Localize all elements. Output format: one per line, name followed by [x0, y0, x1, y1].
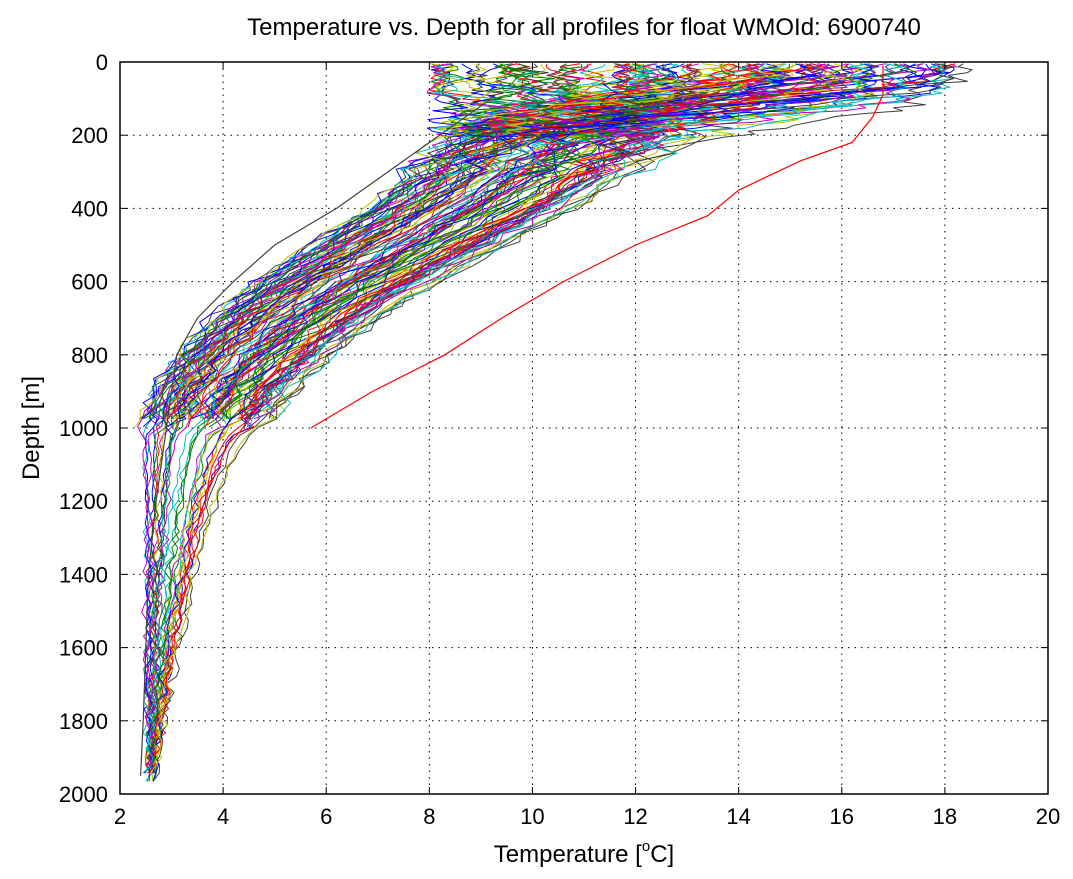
profile-line	[161, 63, 512, 428]
y-tick-label: 0	[96, 50, 108, 75]
tick-layer: 2 4 6 8 10 12 14 16 18 20020040060080010001200140…	[59, 50, 1060, 829]
x-tick-label: 18	[933, 804, 957, 829]
profile-line	[244, 63, 656, 427]
profile-line	[188, 63, 954, 420]
x-tick-label: 8	[423, 804, 435, 829]
profile-line	[152, 63, 698, 419]
y-tick-label: 200	[71, 123, 108, 148]
y-tick-label: 1800	[59, 709, 108, 734]
x-tick-label: 6	[320, 804, 332, 829]
x-axis-label: Temperature [oC]	[493, 838, 675, 868]
y-tick-label: 2000	[59, 782, 108, 807]
profile-line	[172, 63, 530, 428]
profile-line	[151, 63, 511, 420]
profile-line	[168, 63, 701, 420]
profile-line	[160, 63, 666, 420]
profile-line	[134, 63, 782, 428]
profile-line	[207, 63, 909, 420]
profile-line	[206, 63, 582, 420]
profile-line	[148, 63, 838, 420]
profile-line-highlight	[310, 65, 884, 429]
profile-line	[192, 63, 911, 420]
x-tick-label: 20	[1036, 804, 1060, 829]
profile-line	[137, 63, 847, 766]
x-tick-label: 12	[623, 804, 647, 829]
profile-line	[243, 63, 760, 420]
profile-line	[244, 63, 936, 428]
x-tick-label: 16	[830, 804, 854, 829]
y-tick-label: 1400	[59, 562, 108, 587]
profile-line	[270, 63, 698, 420]
profile-line	[187, 63, 637, 428]
y-tick-label: 1000	[59, 416, 108, 441]
profile-line	[172, 63, 954, 420]
y-tick-label: 1600	[59, 636, 108, 661]
profile-line	[251, 63, 669, 420]
x-tick-label: 4	[217, 804, 229, 829]
profile-line	[248, 63, 926, 420]
x-tick-label: 10	[520, 804, 544, 829]
profile-line	[139, 63, 827, 420]
y-tick-label: 600	[71, 270, 108, 295]
y-tick-label: 400	[71, 196, 108, 221]
profile-line	[177, 63, 879, 419]
x-tick-label: 2	[114, 804, 126, 829]
chart-title: Temperature vs. Depth for all profiles f…	[247, 14, 921, 41]
profile-line	[211, 63, 819, 419]
series-layer	[134, 63, 974, 782]
profile-line-highlight	[140, 98, 492, 776]
profile-line	[190, 63, 627, 420]
profile-line	[229, 63, 590, 420]
profile-line	[242, 63, 623, 420]
profile-line	[276, 63, 682, 420]
y-tick-label: 800	[71, 343, 108, 368]
profile-line	[253, 63, 665, 420]
x-tick-label: 14	[726, 804, 750, 829]
profile-line	[153, 63, 650, 428]
profile-line	[206, 63, 679, 420]
profile-line	[212, 63, 735, 419]
profile-line	[249, 63, 873, 428]
y-tick-label: 1200	[59, 489, 108, 514]
profile-line	[187, 63, 563, 420]
profile-line	[143, 63, 519, 420]
profile-line	[221, 63, 910, 420]
profile-line	[211, 63, 711, 419]
y-axis-label: Depth [m]	[18, 375, 45, 481]
profile-line	[162, 63, 750, 419]
profile-line	[211, 63, 785, 420]
